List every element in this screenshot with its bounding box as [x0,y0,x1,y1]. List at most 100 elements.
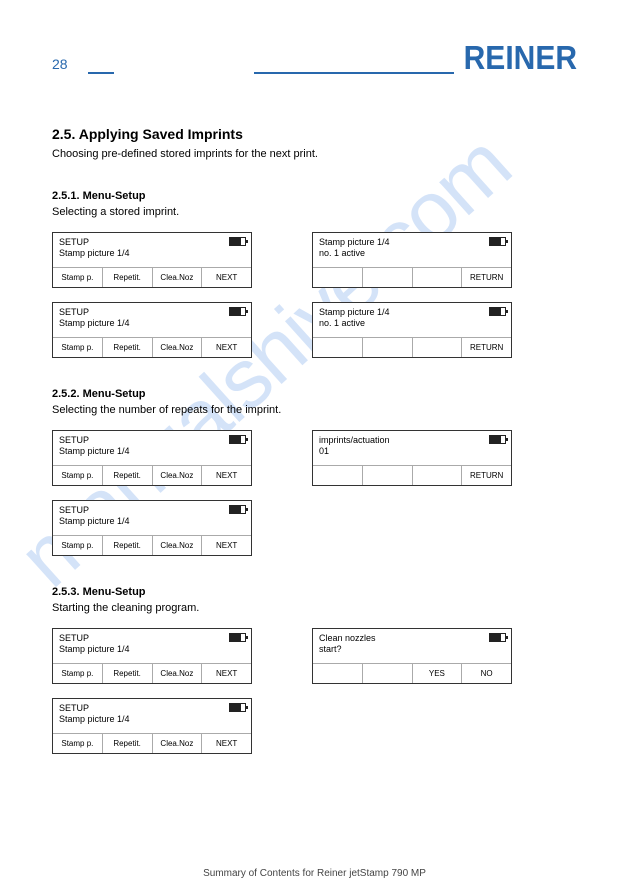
softkey-label: Stamp p. [53,536,103,555]
panel-display-text: SETUP Stamp picture 1/4 [59,237,245,260]
softkey-label [313,466,363,485]
panel-row: SETUP Stamp picture 1/4 Stamp p.Repetit.C… [52,500,577,556]
softkey-label: YES [413,664,463,683]
battery-fill [230,238,241,245]
panel-softkeys: Stamp p.Repetit.Clea.NozNEXT [53,337,251,357]
panel-upper: SETUP Stamp picture 1/4 [53,699,251,733]
softkey-label [313,664,363,683]
softkey-label: Stamp p. [53,734,103,753]
panel-display-text: SETUP Stamp picture 1/4 [59,633,245,656]
panel-display-text: Stamp picture 1/4 no. 1 active [319,307,505,330]
softkey-label: Clea.Noz [153,536,203,555]
panel-softkeys: YESNO [313,663,511,683]
softkey-label: RETURN [462,268,511,287]
battery-fill [490,308,501,315]
display-panel: SETUP Stamp picture 1/4 Stamp p.Repetit.C… [52,302,252,358]
softkey-label: NEXT [202,338,251,357]
battery-icon [229,307,246,316]
battery-fill [490,238,501,245]
softkey-label [413,338,463,357]
softkey-label [363,466,413,485]
softkey-label: Repetit. [103,338,153,357]
battery-fill [230,436,241,443]
display-panel: Stamp picture 1/4 no. 1 active RETURN [312,232,512,288]
block-description: Starting the cleaning program. [52,602,577,614]
softkey-label: Clea.Noz [153,734,203,753]
block-description: Selecting a stored imprint. [52,206,577,218]
softkey-label: Clea.Noz [153,268,203,287]
softkey-label: Repetit. [103,664,153,683]
softkey-label: Repetit. [103,734,153,753]
panel-upper: SETUP Stamp picture 1/4 [53,431,251,465]
battery-icon [489,435,506,444]
header-rule-left [88,72,114,74]
section-description: Choosing pre-defined stored imprints for… [52,148,577,160]
header-rule-right [254,72,454,74]
softkey-label: Stamp p. [53,664,103,683]
panel-softkeys: Stamp p.Repetit.Clea.NozNEXT [53,733,251,753]
panel-upper: SETUP Stamp picture 1/4 [53,501,251,535]
softkey-label: NEXT [202,734,251,753]
softkey-label: Stamp p. [53,338,103,357]
panel-upper: Stamp picture 1/4 no. 1 active [313,233,511,267]
battery-fill [230,704,241,711]
battery-icon [229,505,246,514]
block-title: 2.5.3. Menu-Setup [52,586,577,598]
panel-softkeys: RETURN [313,337,511,357]
softkey-label [363,268,413,287]
panel-display-text: SETUP Stamp picture 1/4 [59,307,245,330]
panel-upper: Stamp picture 1/4 no. 1 active [313,303,511,337]
battery-icon [229,633,246,642]
panel-softkeys: RETURN [313,465,511,485]
display-panel: imprints/actuation 01 RETURN [312,430,512,486]
panel-upper: SETUP Stamp picture 1/4 [53,629,251,663]
softkey-label: NEXT [202,466,251,485]
battery-icon [489,307,506,316]
softkey-label [313,268,363,287]
block-title: 2.5.1. Menu-Setup [52,190,577,202]
display-panel: Stamp picture 1/4 no. 1 active RETURN [312,302,512,358]
battery-icon [229,703,246,712]
page-header: 28 REINER [52,38,577,74]
softkey-label: Repetit. [103,536,153,555]
battery-fill [230,308,241,315]
page-number: 28 [52,56,92,74]
block-title: 2.5.2. Menu-Setup [52,388,577,400]
battery-fill [490,634,501,641]
softkey-label [363,664,413,683]
panel-softkeys: Stamp p.Repetit.Clea.NozNEXT [53,465,251,485]
softkey-label [363,338,413,357]
softkey-label: Stamp p. [53,466,103,485]
panel-upper: imprints/actuation 01 [313,431,511,465]
display-panel: SETUP Stamp picture 1/4 Stamp p.Repetit.C… [52,232,252,288]
battery-icon [229,435,246,444]
panel-display-text: SETUP Stamp picture 1/4 [59,703,245,726]
panel-display-text: SETUP Stamp picture 1/4 [59,505,245,528]
panel-row: SETUP Stamp picture 1/4 Stamp p.Repetit.C… [52,302,577,358]
panel-row: SETUP Stamp picture 1/4Stamp p.Repetit.C… [52,430,577,486]
battery-fill [230,634,241,641]
page-footer: Summary of Contents for Reiner jetStamp … [0,868,629,879]
battery-icon [489,237,506,246]
panel-row: SETUP Stamp picture 1/4Stamp p.Repetit.C… [52,628,577,684]
softkey-label: Clea.Noz [153,664,203,683]
brand-logo: REINER [464,43,577,76]
block-description: Selecting the number of repeats for the … [52,404,577,416]
softkey-label: Clea.Noz [153,466,203,485]
softkey-label: NEXT [202,536,251,555]
panel-upper: Clean nozzles start? [313,629,511,663]
softkey-label [413,268,463,287]
panel-upper: SETUP Stamp picture 1/4 [53,233,251,267]
display-panel: Clean nozzles start?YESNO [312,628,512,684]
panel-upper: SETUP Stamp picture 1/4 [53,303,251,337]
panel-softkeys: Stamp p.Repetit.Clea.NozNEXT [53,267,251,287]
panel-softkeys: Stamp p.Repetit.Clea.NozNEXT [53,535,251,555]
display-panel: SETUP Stamp picture 1/4 Stamp p.Repetit.C… [52,698,252,754]
display-panel: SETUP Stamp picture 1/4 Stamp p.Repetit.C… [52,500,252,556]
softkey-label: NEXT [202,664,251,683]
battery-icon [229,237,246,246]
panel-display-text: Stamp picture 1/4 no. 1 active [319,237,505,260]
softkey-label: Clea.Noz [153,338,203,357]
softkey-label: Repetit. [103,268,153,287]
panel-display-text: imprints/actuation 01 [319,435,505,458]
